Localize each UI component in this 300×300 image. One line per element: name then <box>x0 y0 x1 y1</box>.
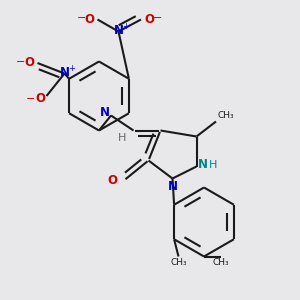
Text: N: N <box>198 158 208 172</box>
Text: −: − <box>26 94 35 104</box>
Text: H: H <box>118 133 126 143</box>
Text: +: + <box>68 64 74 73</box>
Text: −: − <box>77 13 86 23</box>
Text: −: − <box>152 13 162 23</box>
Text: +: + <box>122 22 128 31</box>
Text: O: O <box>144 13 154 26</box>
Text: N: N <box>167 180 178 193</box>
Text: CH₃: CH₃ <box>218 111 234 120</box>
Text: O: O <box>25 56 34 70</box>
Text: O: O <box>35 92 45 106</box>
Text: H: H <box>209 160 218 170</box>
Text: N: N <box>113 23 124 37</box>
Text: CH₃: CH₃ <box>170 258 187 267</box>
Text: O: O <box>107 173 117 187</box>
Text: O: O <box>85 13 94 26</box>
Text: CH₃: CH₃ <box>212 258 229 267</box>
Text: N: N <box>59 65 70 79</box>
Text: N: N <box>100 106 110 119</box>
Text: −: − <box>16 56 25 67</box>
